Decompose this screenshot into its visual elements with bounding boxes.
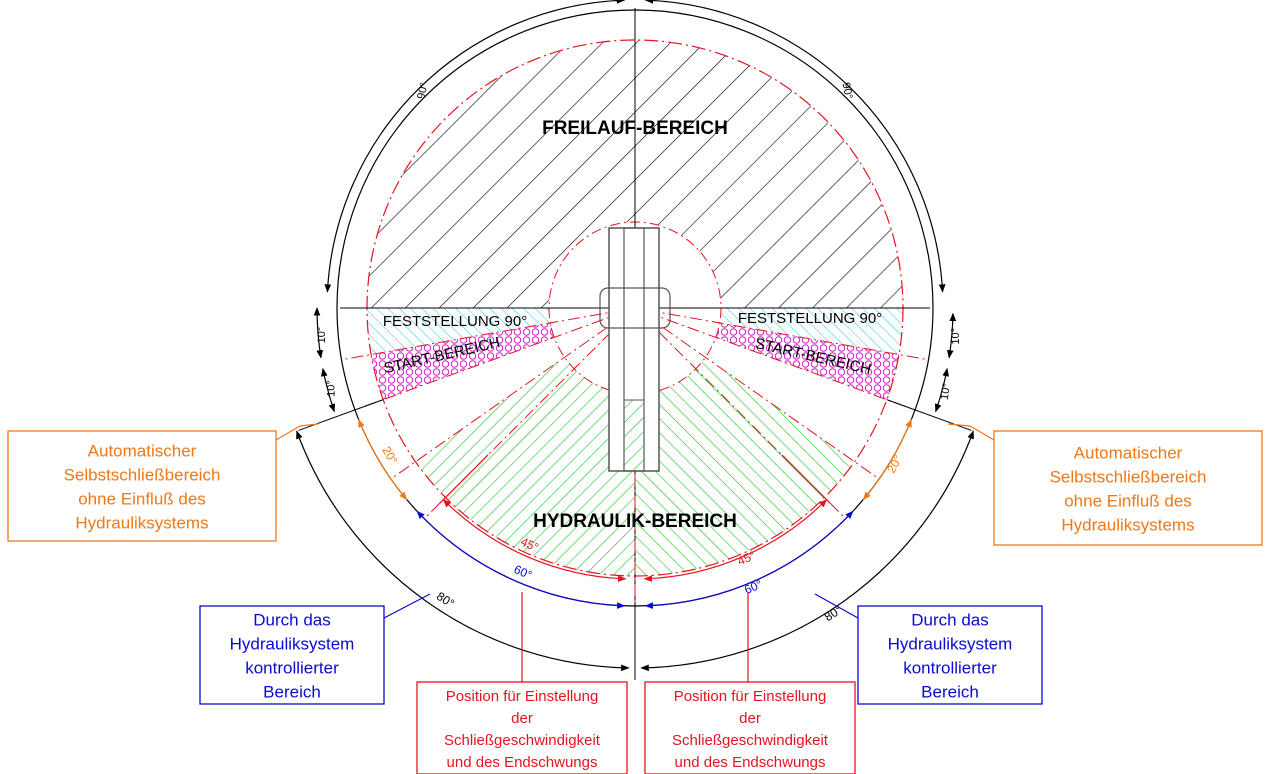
angle-label: 20° xyxy=(379,444,400,467)
dim-90-left xyxy=(324,0,626,293)
callout-line: Position für Einstellung xyxy=(446,688,599,705)
angle-label: 20° xyxy=(884,453,905,476)
callout-frame xyxy=(644,681,856,774)
angle-label: 10° xyxy=(316,327,328,344)
radial-line xyxy=(390,314,626,480)
door-lower xyxy=(623,399,645,472)
angle-label: 45° xyxy=(519,535,541,555)
feststellung-zone-right xyxy=(719,308,903,355)
callout-leader xyxy=(275,423,319,441)
feststellung-zone-left xyxy=(367,308,551,355)
dim-10-right-a xyxy=(946,312,957,359)
zone-label-feststellung-left: FESTSTELLUNG 90° xyxy=(383,313,527,330)
callout-auto-right: Automatischer Selbstschließbereich ohne Ei… xyxy=(947,423,1263,546)
dim-45-extension xyxy=(439,454,489,504)
callout-line: und des Endschwungs xyxy=(447,754,598,771)
dim-10-left-a xyxy=(313,307,324,359)
extension-line xyxy=(886,399,972,431)
callout-line: Schließgeschwindigkeit xyxy=(444,732,601,749)
callout-line: Automatischer xyxy=(88,442,197,461)
callout-line: Durch das xyxy=(253,611,330,630)
dim-90-right xyxy=(644,0,946,293)
callout-line: Selbstschließbereich xyxy=(1050,468,1207,487)
angle-label: 80° xyxy=(822,602,845,624)
callout-line: Bereich xyxy=(921,683,979,702)
callout-line: Hydrauliksystems xyxy=(1061,516,1194,535)
dim-45-right xyxy=(643,499,828,582)
radial-line xyxy=(646,309,929,361)
zone-label-freilauf: FREILAUF-BEREICH xyxy=(542,118,728,139)
angle-label: 10° xyxy=(939,382,954,400)
angle-label: 10° xyxy=(950,328,962,345)
callout-boxes: Automatischer Selbstschließbereich ohne Ei… xyxy=(7,423,1263,774)
callout-line: Hydrauliksystems xyxy=(75,514,208,533)
zone-label-hydraulik: HYDRAULIK-BEREICH xyxy=(533,511,737,532)
callout-line: kontrollierter xyxy=(245,659,339,678)
dim-10-right-b xyxy=(934,367,950,413)
callout-line: Position für Einstellung xyxy=(674,688,827,705)
callout-auto-left: Automatischer Selbstschließbereich ohne Ei… xyxy=(7,423,319,542)
extension-line xyxy=(298,399,384,431)
radial-line xyxy=(644,314,880,480)
angle-label: 45° xyxy=(735,548,757,568)
callout-frame xyxy=(7,430,277,542)
dim-45-extension xyxy=(781,454,831,504)
callout-line: und des Endschwungs xyxy=(675,754,826,771)
radial-line xyxy=(354,311,624,411)
callout-leader xyxy=(814,593,859,619)
callout-line: Durch das xyxy=(911,611,988,630)
angle-label: 80° xyxy=(434,589,457,611)
angle-label: 10° xyxy=(326,380,338,397)
radial-line xyxy=(341,309,624,361)
closer-housing xyxy=(599,287,671,329)
angle-label: 90° xyxy=(839,81,854,100)
angle-label: 90° xyxy=(415,81,430,100)
callout-hydro-right: Durch das Hydrauliksystem kontrollierter Be… xyxy=(814,593,1043,705)
callout-line: Automatischer xyxy=(1074,444,1183,463)
callout-frame xyxy=(857,605,1043,705)
dim-10-left-b xyxy=(320,367,336,413)
radial-line xyxy=(646,311,916,411)
start-zone-left xyxy=(371,322,555,400)
callout-line: ohne Einfluß des xyxy=(1064,492,1192,511)
callout-line: Hydrauliksystem xyxy=(888,635,1013,654)
callout-frame xyxy=(199,605,385,705)
callout-line: ohne Einfluß des xyxy=(78,490,206,509)
angle-label: 60° xyxy=(742,577,764,597)
callout-frame xyxy=(993,430,1263,546)
radial-line xyxy=(423,316,627,520)
callout-leader xyxy=(383,593,431,619)
callout-hydro-left: Durch das Hydrauliksystem kontrollierter Be… xyxy=(199,593,431,705)
angle-label: 60° xyxy=(512,562,534,582)
door-leaf xyxy=(599,227,671,472)
callout-line: der xyxy=(511,710,533,727)
start-zone-right xyxy=(715,322,899,400)
hydraulik-zone-right xyxy=(635,357,855,576)
callout-line: der xyxy=(739,710,761,727)
callout-pos-left: Position für Einstellung der Schließgeschw… xyxy=(416,592,628,774)
callout-leader xyxy=(947,423,995,441)
radial-line xyxy=(643,316,847,520)
callout-line: kontrollierter xyxy=(903,659,997,678)
callout-line: Selbstschließbereich xyxy=(64,466,221,485)
callout-frame xyxy=(416,681,628,774)
callout-line: Hydrauliksystem xyxy=(230,635,355,654)
callout-line: Bereich xyxy=(263,683,321,702)
dim-45-left xyxy=(442,499,627,582)
callout-pos-right: Position für Einstellung der Schließgeschw… xyxy=(644,592,856,774)
callout-line: Schließgeschwindigkeit xyxy=(672,732,829,749)
zone-label-feststellung-right: FESTSTELLUNG 90° xyxy=(738,310,882,327)
